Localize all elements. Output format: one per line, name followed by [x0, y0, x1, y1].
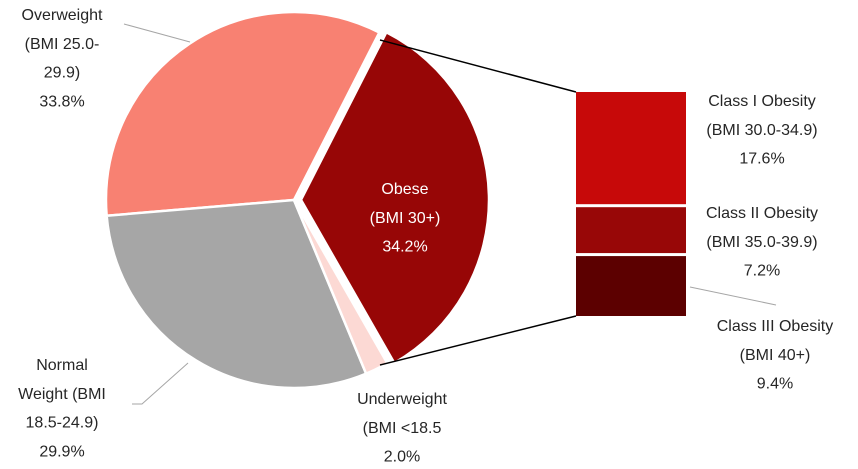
bar-segment [576, 207, 686, 254]
leader-line [689, 286, 777, 306]
slice-label: (BMI 30.0-34.9) [706, 122, 817, 139]
leader-line [123, 23, 191, 43]
pie-slice [105, 198, 368, 390]
connector-line [379, 315, 577, 366]
leader-line [132, 362, 189, 405]
value-label: 9.4% [757, 376, 793, 393]
slice-label: 18.5-24.9) [26, 415, 99, 432]
slice-label: (BMI 40+) [740, 347, 811, 364]
bar-segment [576, 256, 686, 316]
slice-label: (BMI 30+) [370, 210, 441, 227]
value-label: 17.6% [739, 151, 784, 168]
slice-label: Class III Obesity [717, 318, 833, 335]
connector-line [379, 39, 577, 93]
slice-label: Underweight [357, 391, 447, 408]
slice-label: Overweight [22, 7, 103, 24]
value-label: 29.9% [39, 443, 84, 460]
bar-segment [576, 92, 686, 205]
pie-slice [299, 30, 491, 365]
value-label: 2.0% [384, 449, 420, 466]
slice-label: Normal [36, 357, 88, 374]
slice-label: Class II Obesity [706, 205, 818, 222]
slice-label: Obese [381, 181, 428, 198]
slice-label: 29.9) [44, 65, 80, 82]
value-label: 34.2% [382, 239, 427, 256]
slice-label: (BMI 25.0- [25, 36, 100, 53]
pie-slice [104, 10, 382, 218]
value-label: 33.8% [39, 93, 84, 110]
slice-label: Class I Obesity [708, 93, 816, 110]
slice-label: Weight (BMI [18, 386, 106, 403]
slice-label: (BMI 35.0-39.9) [706, 234, 817, 251]
value-label: 7.2% [744, 263, 780, 280]
slice-label: (BMI <18.5 [363, 420, 442, 437]
